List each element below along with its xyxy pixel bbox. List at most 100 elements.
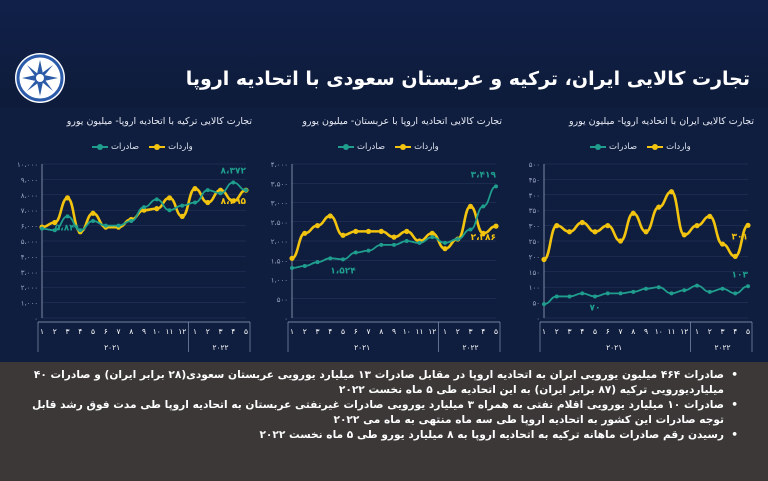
exports-point: [40, 226, 44, 231]
imports-point: [566, 229, 573, 235]
imports-point: [541, 256, 547, 263]
imports-point: [429, 230, 435, 236]
y-tick-label: ۳،۰۰۰: [21, 269, 38, 277]
exports-point: [180, 203, 185, 208]
imports-point: [605, 223, 611, 229]
x-tick-label: ۱۲: [680, 327, 688, 336]
exports-point: [580, 291, 585, 296]
imports-point: [493, 223, 499, 229]
legend-imports-label: واردات: [414, 142, 439, 152]
x-tick-label: ۷: [116, 327, 120, 336]
exports-point: [91, 218, 95, 223]
y-tick-label: ۲،۰۰۰: [21, 284, 38, 292]
data-label: ۱،۵۲۴: [330, 266, 356, 276]
x-tick-label: ۶: [606, 327, 610, 336]
exports-point: [746, 284, 750, 289]
exports-point: [341, 257, 345, 262]
x-tick-label: ۴: [580, 327, 584, 336]
exports-point: [417, 240, 422, 245]
chart-title: تجارت کالایی ایران با اتحادیه اروپا- میل…: [568, 116, 754, 127]
imports-point: [340, 232, 346, 238]
exports-point: [720, 286, 725, 291]
imports-point: [302, 230, 308, 236]
exports-point: [142, 205, 146, 210]
x-tick-label: ۱۱: [415, 327, 423, 336]
imports-point: [141, 207, 147, 213]
legend-imports: واردات: [149, 142, 193, 152]
imports-point: [230, 198, 236, 204]
year-label: ۲۰۲۱: [606, 343, 622, 352]
y-tick-label: ۳،۰۰۰: [271, 200, 288, 208]
legend-exports: صادرات: [92, 142, 139, 152]
imports-point: [656, 204, 662, 210]
exports-point: [707, 289, 712, 294]
imports-point: [353, 228, 359, 234]
x-tick-label: ۷: [366, 327, 370, 336]
x-tick-label: ۸: [129, 327, 133, 336]
exports-point: [481, 204, 486, 209]
x-tick-label: ۵: [593, 327, 597, 336]
y-tick-label: ۳۵۰: [529, 207, 540, 215]
x-tick-label: ۴: [231, 327, 235, 336]
organization-logo-icon: [15, 53, 65, 103]
y-tick-label: ۸،۰۰۰: [21, 192, 38, 200]
y-tick-label: ۴۰۰: [529, 192, 540, 200]
notes-box: صادرات ۴۶۴ میلیون یورویی ایران به اتحادی…: [0, 362, 768, 481]
legend-exports-label: صادرات: [357, 142, 386, 152]
imports-point: [617, 238, 624, 244]
y-tick-label: ۱،۰۰۰: [21, 300, 38, 308]
data-label: ۱۰۳: [732, 270, 749, 280]
imports-point: [719, 241, 726, 247]
imports-point: [205, 199, 211, 206]
y-tick-label: ۴۵۰: [529, 176, 540, 184]
exports-point: [244, 188, 248, 193]
exports-point: [65, 214, 70, 219]
y-tick-label: ۷،۰۰۰: [21, 207, 38, 215]
x-tick-label: ۳: [315, 327, 319, 336]
exports-point: [167, 208, 172, 213]
exports-point: [154, 197, 159, 202]
y-tick-label: ۶،۰۰۰: [21, 223, 38, 231]
data-label: ۳،۴۱۹: [471, 170, 497, 180]
exports-point: [392, 242, 396, 247]
exports-point: [669, 291, 674, 296]
imports-point: [592, 229, 598, 235]
x-tick-label: ۵: [746, 327, 750, 336]
exports-point: [379, 242, 384, 247]
legend-imports: واردات: [647, 142, 691, 152]
imports-point: [442, 246, 448, 252]
data-label: ۸،۲۹۵: [221, 197, 247, 207]
x-tick-label: ۲: [206, 327, 210, 336]
y-tick-label: ۰: [284, 315, 288, 323]
year-label: ۲۰۲۲: [462, 343, 478, 352]
x-tick-label: ۱۰: [153, 327, 161, 336]
x-tick-label: ۴: [78, 327, 82, 336]
x-tick-label: ۱۱: [165, 327, 173, 336]
x-tick-label: ۹: [392, 327, 396, 336]
y-tick-label: ۳،۵۰۰: [271, 180, 288, 188]
exports-point: [290, 265, 294, 270]
x-tick-label: ۸: [631, 327, 635, 336]
exports-point: [353, 250, 358, 255]
y-tick-label: ۵،۰۰۰: [21, 238, 38, 246]
x-tick-label: ۲: [456, 327, 460, 336]
x-tick-label: ۵: [91, 327, 95, 336]
chart-title: تجارت کالایی اتحادیه اروپا با عربستان- م…: [302, 116, 502, 127]
data-label: ۵،۸۴۱: [55, 223, 80, 233]
exports-point: [315, 260, 320, 265]
chart-svg: ۰ ۵۰۰ ۱،۰۰۰ ۱،۵۰۰ ۲،۰۰۰ ۲،۵۰۰ ۳،۰۰۰ ۳،۵۰۰ ۴،۰۰۰ ۱…: [271, 161, 501, 352]
x-tick-label: ۱: [40, 327, 44, 336]
exports-point: [567, 294, 572, 299]
exports-point: [78, 228, 83, 233]
x-tick-label: ۹: [142, 327, 146, 336]
imports-point: [314, 223, 321, 229]
y-tick-label: ۳۰۰: [529, 223, 540, 231]
imports-point: [391, 234, 397, 240]
x-tick-label: ۱: [542, 327, 546, 336]
data-label: ۸،۳۷۲: [221, 166, 247, 176]
page-title: تجارت کالایی ایران، ترکیه و عربستان سعود…: [185, 68, 750, 90]
chart-legend: واردات صادرات: [590, 142, 691, 152]
y-tick-label: ۴،۰۰۰: [271, 161, 288, 169]
exports-point: [695, 283, 699, 288]
